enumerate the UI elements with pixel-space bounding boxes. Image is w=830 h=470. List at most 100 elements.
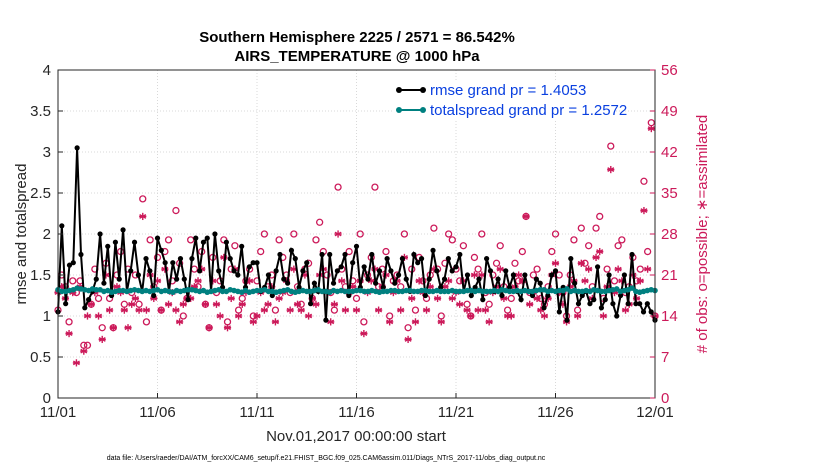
rmse-point [594, 264, 601, 270]
obs-assimilated-point [142, 306, 151, 314]
totalspread-point [346, 288, 352, 295]
rmse-point [426, 276, 432, 282]
rmse-point [411, 251, 417, 258]
y-tick-label: 0 [43, 390, 51, 407]
rmse-point [116, 276, 122, 282]
rmse-point [499, 292, 505, 299]
rmse-point [510, 272, 517, 278]
obs-possible-point [65, 318, 73, 326]
totalspread-point [395, 288, 402, 295]
rmse-point [66, 262, 73, 268]
obs-possible-point [315, 218, 324, 226]
obs-possible-point [69, 277, 77, 285]
y-axis-left: 0 0.5 1 1.5 2 2.5 3 3.5 4 [30, 62, 63, 407]
rmse-point [353, 243, 360, 249]
rmse-point [307, 301, 314, 307]
rmse-point [549, 272, 555, 278]
obs-assimilated-point [157, 306, 165, 314]
obs-assimilated-point [275, 294, 283, 303]
totalspread-point [483, 288, 490, 295]
rmse-point [59, 223, 65, 229]
legend-spread-marker-right [420, 107, 426, 113]
obs-possible-point [603, 265, 611, 273]
totalspread-point [403, 287, 410, 294]
obs-possible-point [83, 341, 92, 349]
rmse-point [533, 276, 539, 282]
obs-assimilated-point [485, 318, 493, 326]
obs-assimilated-point [124, 324, 132, 332]
rmse-point [625, 301, 631, 307]
obs-assimilated-point [474, 306, 482, 314]
rmse-point [177, 256, 184, 262]
obs-assimilated-point [83, 312, 92, 320]
y-right-tick-label: 49 [661, 103, 678, 120]
rmse-point [181, 276, 187, 282]
obs-assimilated-point [621, 306, 630, 314]
rmse-point [101, 280, 107, 286]
obs-possible-point [179, 312, 187, 320]
rmse-point [480, 297, 486, 303]
totalspread-point [185, 286, 191, 293]
rmse-point [556, 309, 562, 315]
obs-assimilated-point [264, 300, 272, 308]
rmse-point [212, 231, 218, 237]
obs-assimilated-point [540, 312, 549, 320]
rmse-point [350, 260, 356, 266]
totalspread-point [265, 288, 272, 295]
obs-assimilated-point [312, 300, 320, 308]
obs-assimilated-point [526, 300, 534, 308]
obs-assimilated-point [135, 306, 143, 314]
obs-possible-point [585, 242, 593, 250]
rmse-point [587, 301, 593, 307]
obs-assimilated-point [330, 300, 338, 308]
rmse-point [74, 145, 80, 151]
obs-assimilated-point [397, 306, 405, 314]
x-tick-label: 11/11 [239, 404, 274, 421]
rmse-point [193, 235, 199, 241]
y-tick-label: 4 [43, 62, 51, 79]
rmse-point [82, 305, 88, 311]
obs-assimilated-point [131, 294, 139, 303]
totalspread-point [575, 288, 582, 295]
totalspread-point [353, 287, 360, 294]
obs-assimilated-point [120, 306, 128, 314]
obs-assimilated-point [98, 335, 106, 344]
rmse-point [529, 292, 536, 299]
rmse-point [506, 284, 513, 290]
rmse-point [495, 276, 501, 282]
obs-assimilated-point [375, 306, 383, 314]
rmse-point [369, 251, 375, 258]
y-axis-label-right: # of obs: o=possible; ∗=assimilated [694, 115, 711, 354]
rmse-point [384, 256, 390, 262]
obs-assimilated-point [437, 318, 445, 326]
x-tick-label: 11/01 [40, 404, 76, 421]
chart-title-line2: AIRS_TEMPERATURE @ 1000 hPa [234, 48, 480, 65]
obs-assimilated-point [128, 300, 136, 308]
rmse-point [235, 272, 241, 278]
obs-assimilated-point [607, 165, 615, 174]
rmse-point [395, 272, 402, 278]
totalspread-point [525, 288, 532, 295]
totalspread-point [506, 288, 513, 295]
obs-possible-point [257, 247, 265, 256]
obs-assimilated-point [592, 253, 600, 262]
legend-rmse-label: rmse grand pr = 1.4053 [430, 82, 586, 99]
totalspread-point [418, 287, 425, 294]
totalspread-point [556, 287, 563, 294]
rmse-point [591, 297, 597, 303]
obs-possible-point [529, 271, 538, 279]
obs-assimilated-point [581, 277, 589, 285]
rmse-point [441, 276, 448, 282]
obs-assimilated-point [260, 306, 268, 314]
obs-possible-point [570, 236, 578, 244]
obs-possible-point [548, 247, 556, 256]
obs-assimilated-point [585, 265, 593, 273]
x-tick-label: 11/06 [139, 404, 175, 421]
obs-possible-point [518, 247, 526, 256]
rmse-point [327, 251, 333, 258]
obs-possible-point [640, 177, 648, 185]
x-tick-label: 12/01 [636, 404, 674, 421]
rmse-point [342, 251, 348, 258]
rmse-point [86, 297, 92, 303]
